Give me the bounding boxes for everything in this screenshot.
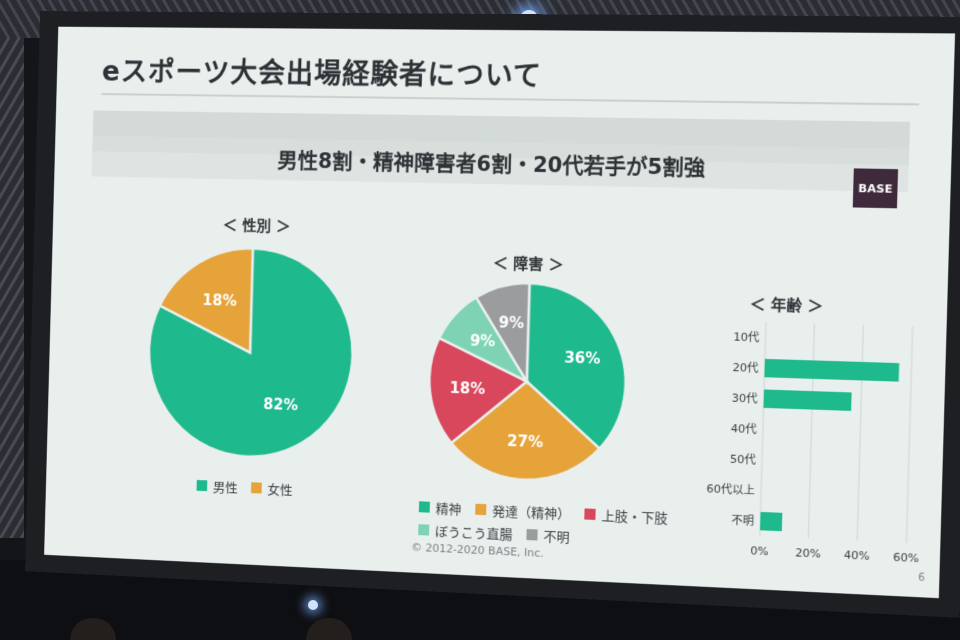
grid-line [906,326,912,543]
legend-item-male: 男性 [196,476,238,496]
disability-chart-title: ＜ 障害 ＞ [493,252,564,275]
age-bar-2 [764,389,852,410]
legend-label: 男性 [213,477,238,497]
gender-chart-title: ＜ 性別 ＞ [223,214,291,236]
gender-pie-chart: 82% 18% [133,244,369,464]
grid-line [857,325,863,541]
pie-data-label-1: 18% [202,292,237,310]
legend-item-female: 女性 [251,478,293,498]
legend-swatch [197,480,208,491]
legend-item-unknown: 不明 [526,525,570,546]
legend-label: ぼうこう直腸 [435,521,513,543]
legend-item-bladder-rectum: ぼうこう直腸 [418,520,513,543]
y-category-label: 不明 [731,514,754,528]
disability-pie-chart: 36% 27% 18% 9%9% [420,278,636,486]
y-category-label: 40代 [731,422,757,436]
grid-line [808,324,814,539]
base-logo: BASE [853,168,898,208]
legend-label: 精神 [435,498,461,518]
page-number: 6 [918,572,925,584]
y-category-label: 10代 [733,330,759,344]
lighting-truss-left [0,38,24,538]
gender-legend: 男性 女性 [196,476,292,499]
legend-label: 不明 [543,526,570,546]
legend-swatch [584,508,595,520]
pie-data-label-3: 9% [470,332,496,350]
pie-data-label-2: 18% [449,379,485,398]
stage-light-lower [308,600,318,610]
pie-data-label-0: 82% [263,396,298,414]
slide-title: eスポーツ大会出場経験者について [101,50,542,94]
slide: eスポーツ大会出場経験者について 男性8割・精神障害者6割・20代若手が5割強 … [44,27,955,598]
y-category-label: 30代 [732,391,758,405]
legend-swatch [419,501,430,512]
y-category-label: 50代 [730,452,756,467]
legend-swatch [251,482,262,493]
age-bar-chart: 0% 20% 40% 60%10代20代30代40代50代60代以上不明 [679,312,926,566]
pie-data-label-1: 27% [507,433,544,452]
age-bar-6 [760,512,782,531]
legend-label: 発達（精神） [492,500,571,522]
legend-label: 女性 [267,479,293,499]
projection-screen-frame: eスポーツ大会出場経験者について 男性8割・精神障害者6割・20代若手が5割強 … [25,11,960,618]
age-bar-1 [764,359,899,382]
legend-swatch [526,529,537,541]
y-category-label: 20代 [732,361,758,375]
legend-item-mental: 精神 [419,497,462,518]
pie-data-label-4: 9% [499,315,525,333]
legend-label: 上肢・下肢 [601,505,668,527]
grid-line [760,322,766,536]
legend-item-limbs: 上肢・下肢 [584,504,668,527]
pie-data-label-0: 36% [564,349,601,368]
legend-swatch [418,524,429,535]
legend-swatch [475,504,486,515]
y-category-label: 60代以上 [706,482,755,498]
title-divider [101,93,919,105]
legend-item-developmental: 発達（精神） [475,500,571,523]
